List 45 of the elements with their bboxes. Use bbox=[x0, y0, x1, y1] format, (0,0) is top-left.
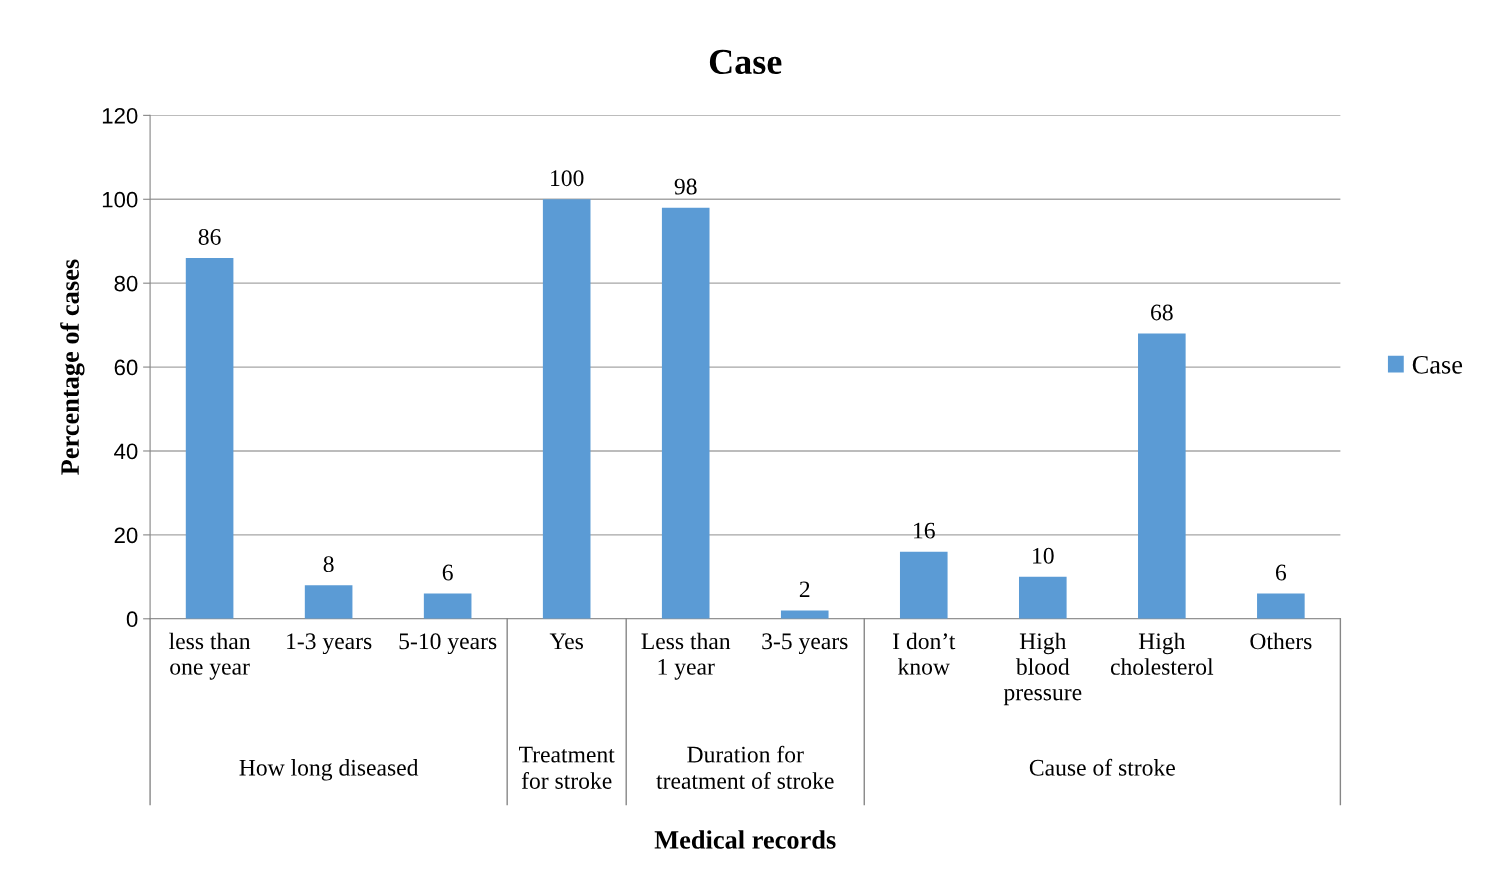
x-tick-label: I don’t know bbox=[893, 632, 956, 675]
data-label: 86 bbox=[198, 228, 221, 245]
y-tick-label: 60 bbox=[114, 359, 138, 376]
y-tick-label: 20 bbox=[114, 527, 138, 544]
legend-label: Case bbox=[1412, 355, 1463, 374]
text: How long diseased bbox=[239, 759, 419, 781]
bar bbox=[780, 610, 829, 619]
data-label: 8 bbox=[323, 556, 334, 573]
bar bbox=[1018, 576, 1067, 619]
bar bbox=[423, 593, 472, 619]
data-label: 100 bbox=[551, 170, 584, 187]
bar bbox=[1138, 333, 1186, 619]
x-tick-label: 1-3 years bbox=[287, 633, 372, 655]
x-tick-label: High cholesterol bbox=[1110, 632, 1214, 675]
bar bbox=[1257, 593, 1305, 619]
bar bbox=[185, 258, 234, 619]
data-label: 98 bbox=[674, 178, 697, 195]
x-tick-label: Others bbox=[1250, 632, 1312, 650]
text: Treatment for stroke bbox=[519, 746, 615, 789]
bar bbox=[661, 207, 710, 619]
y-tick-label: 0 bbox=[126, 611, 138, 628]
y-tick-label: 40 bbox=[114, 443, 138, 460]
bar bbox=[899, 551, 948, 619]
data-label: 16 bbox=[914, 522, 935, 539]
y-tick-label: 100 bbox=[102, 191, 138, 208]
data-label: 68 bbox=[1151, 304, 1173, 321]
x-tick-label: Yes bbox=[549, 633, 584, 650]
data-label: 10 bbox=[1033, 547, 1054, 564]
x-axis-title: Medical records bbox=[654, 830, 836, 849]
text: Cause of stroke bbox=[1029, 758, 1175, 776]
data-label: 6 bbox=[442, 564, 453, 581]
bar bbox=[542, 199, 591, 619]
y-tick-label: 120 bbox=[102, 107, 138, 124]
x-tick-label: less than one year bbox=[169, 632, 251, 680]
x-tick-label: 3-5 years bbox=[762, 633, 848, 655]
y-axis-title: Percentage of cases bbox=[60, 259, 85, 475]
y-tick-label: 80 bbox=[114, 275, 138, 292]
x-tick-label: 5-10 years bbox=[399, 633, 497, 655]
text: Duration for treatment of stroke bbox=[656, 745, 834, 789]
bar bbox=[304, 585, 353, 619]
x-tick-label: Less than 1 year bbox=[641, 632, 731, 680]
x-tick-label: High blood pressure bbox=[1003, 632, 1082, 706]
data-label: 6 bbox=[1275, 564, 1287, 581]
data-label: 2 bbox=[799, 581, 810, 598]
chart-title: Case bbox=[709, 49, 782, 75]
